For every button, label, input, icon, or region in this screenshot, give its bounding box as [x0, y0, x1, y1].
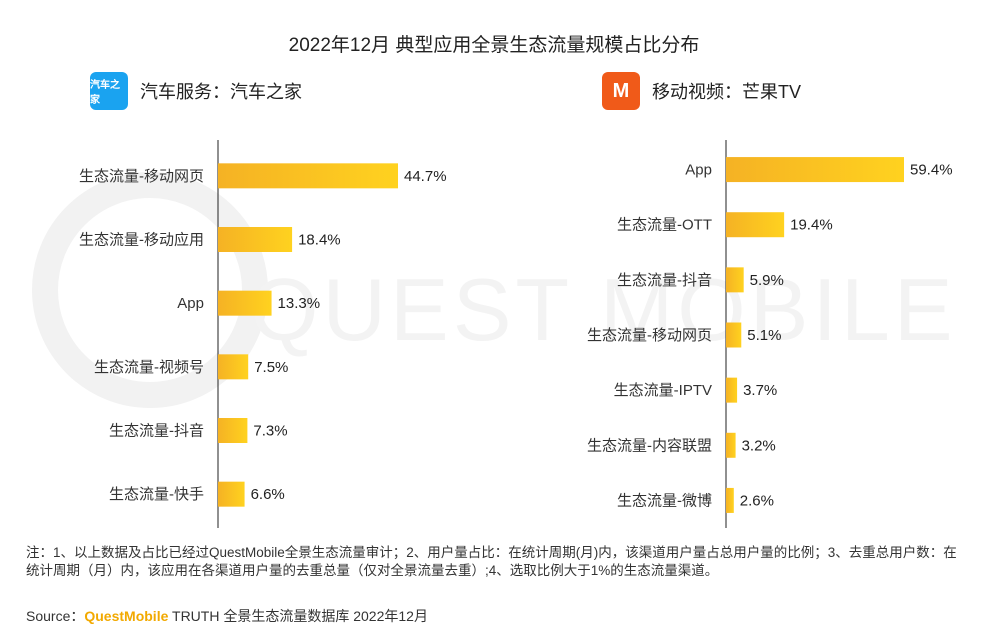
right-bar-chart: App 59.4% 生态流量-OTT 19.4% 生态流量-抖音 5.9% 生态流量-移动网… [587, 140, 953, 528]
category-label: 生态流量-抖音 [617, 272, 712, 289]
bar [218, 481, 245, 507]
value-label: 44.7% [404, 168, 447, 185]
source-brand: QuestMobile [84, 608, 169, 624]
mangotv-logo-icon: M [602, 72, 640, 110]
left-panel-header: 汽车之家 汽车服务：汽车之家 [90, 72, 302, 110]
value-label: 7.5% [254, 359, 288, 376]
value-label: 13.3% [278, 295, 321, 312]
value-label: 19.4% [790, 217, 833, 234]
value-label: 3.7% [743, 382, 777, 399]
value-label: 2.6% [740, 492, 774, 509]
category-label: 生态流量-移动应用 [79, 231, 204, 249]
right-panel-title: 移动视频：芒果TV [652, 82, 802, 102]
value-label: 7.3% [253, 423, 287, 440]
category-label: 生态流量-OTT [617, 217, 712, 234]
category-label: 生态流量-内容联盟 [587, 437, 712, 454]
bar [726, 212, 785, 238]
bar [218, 163, 398, 189]
category-label: 生态流量-移动网页 [79, 168, 204, 185]
mangotv-logo-text: M [612, 79, 630, 102]
autohome-logo-icon: 汽车之家 [90, 72, 128, 110]
category-label: App [177, 295, 204, 312]
chart-title: 2022年12月 典型应用全景生态流量规模占比分布 [288, 35, 700, 56]
category-label: 生态流量-微博 [617, 492, 712, 509]
bar [726, 377, 738, 403]
bar [218, 227, 293, 252]
left-bar-chart: 生态流量-移动网页 44.7% 生态流量-移动应用 18.4% App 13.3% 生态流量… [79, 140, 447, 528]
category-label: 生态流量-IPTV [614, 382, 712, 399]
bar [218, 354, 249, 380]
right-panel-header: M 移动视频：芒果TV [602, 72, 801, 110]
watermark-logo-icon [32, 172, 268, 408]
category-label: 生态流量-抖音 [109, 423, 204, 440]
category-label: 生态流量-视频号 [94, 359, 204, 376]
bar [726, 432, 736, 458]
bar [726, 487, 734, 513]
autohome-logo-text: 汽车之家 [90, 80, 120, 106]
category-label: 生态流量-快手 [109, 486, 204, 503]
value-label: 6.6% [251, 486, 285, 503]
bar [726, 322, 742, 348]
value-label: 5.9% [750, 272, 784, 289]
value-label: 5.1% [747, 327, 781, 344]
bar [218, 418, 248, 443]
value-label: 3.2% [742, 437, 776, 454]
watermark-text: QUEST MOBILE [250, 260, 957, 359]
value-label: 18.4% [298, 232, 341, 249]
footnote: 注：1、以上数据及占比已经过QuestMobile全景生态流量审计；2、用户量占… [26, 545, 957, 578]
value-label: 59.4% [910, 162, 953, 179]
bar [726, 267, 744, 293]
category-label: 生态流量-移动网页 [587, 327, 712, 344]
source-text: TRUTH 全景生态流量数据库 2022年12月 [168, 608, 428, 624]
source-line: Source：QuestMobile TRUTH 全景生态流量数据库 2022年… [26, 606, 428, 626]
category-label: App [685, 162, 712, 179]
left-panel-title: 汽车服务：汽车之家 [140, 82, 302, 102]
bar [218, 290, 272, 316]
source-label: Source： [26, 608, 85, 624]
bar [726, 157, 904, 183]
